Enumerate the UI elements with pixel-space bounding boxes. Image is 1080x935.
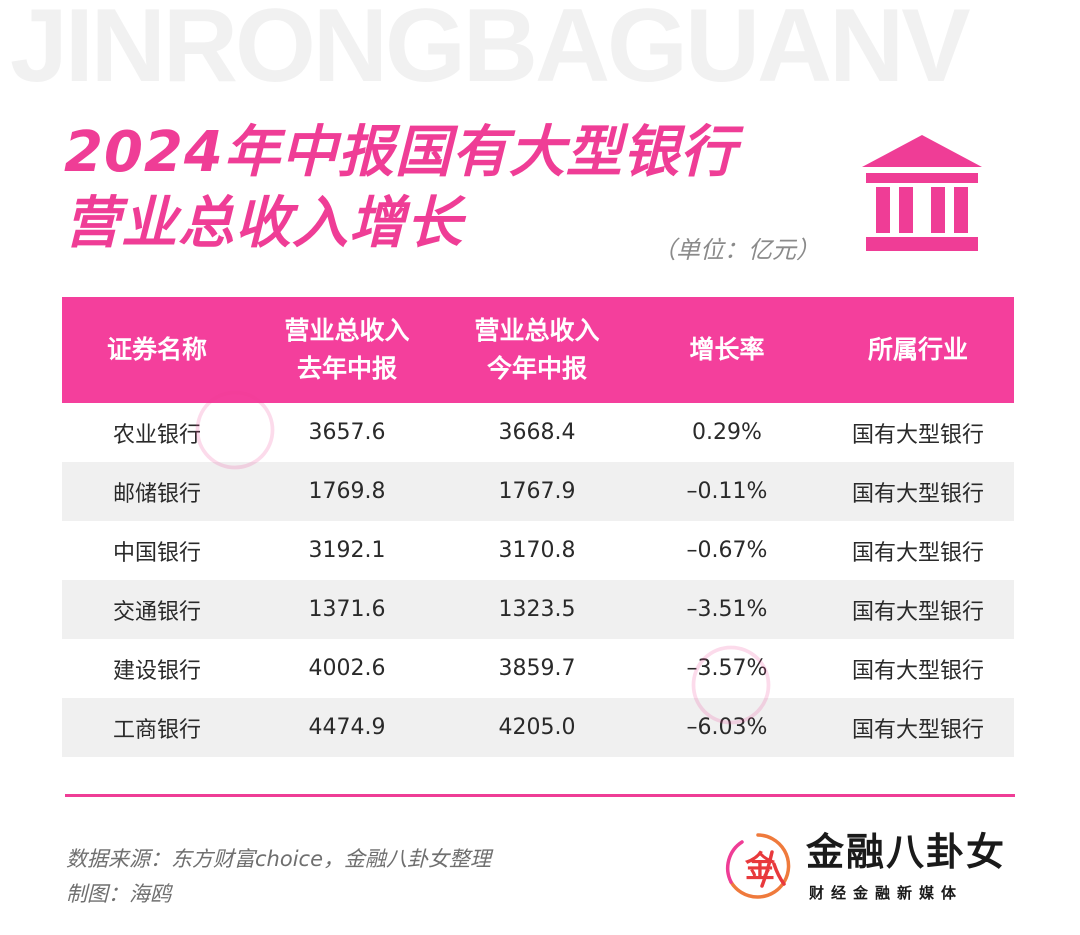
cell-industry: 国有大型银行 — [851, 540, 984, 566]
revenue-table: 证券名称 营业总收入 去年中报 营业总收入 今年中报 增长率 所属行业 农业银行 3… — [62, 297, 1014, 757]
cell-revenue-last: 3657.6 — [308, 420, 386, 445]
table-row: 农业银行 3657.6 3668.4 0.29% 国有大型银行 — [62, 403, 1014, 462]
bank-building-icon — [862, 135, 982, 251]
logo-tagline: 财经金融新媒体 — [809, 884, 964, 902]
cell-revenue-last: 3192.1 — [308, 538, 386, 563]
cell-industry: 国有大型银行 — [851, 599, 984, 625]
logo-brand-name: 金融八卦女 — [806, 830, 1007, 874]
cell-name: 中国银行 — [112, 540, 201, 566]
header-growth-rate: 增长率 — [689, 335, 765, 364]
footer-divider — [65, 794, 1015, 797]
cell-revenue-this: 4205.0 — [498, 715, 576, 740]
cell-industry: 国有大型银行 — [851, 658, 984, 684]
cell-revenue-last: 1371.6 — [308, 597, 386, 622]
cell-growth: –0.11% — [686, 479, 768, 504]
table-header: 证券名称 营业总收入 去年中报 营业总收入 今年中报 增长率 所属行业 — [62, 297, 1014, 403]
page-title-line1: 2024年中报国有大型银行 — [64, 120, 737, 185]
header-revenue-last-year: 营业总收入 去年中报 — [284, 316, 410, 383]
cell-growth: –3.51% — [686, 597, 768, 622]
cell-name: 交通银行 — [112, 599, 201, 625]
data-source-text: 数据来源：东方财富choice，金融八卦女整理 — [66, 847, 492, 871]
table-row: 建设银行 4002.6 3859.7 –3.57% 国有大型银行 — [62, 639, 1014, 698]
cell-revenue-last: 4474.9 — [308, 715, 386, 740]
cell-name: 邮储银行 — [112, 481, 201, 507]
cell-revenue-this: 1323.5 — [498, 597, 576, 622]
table-row: 工商银行 4474.9 4205.0 –6.03% 国有大型银行 — [62, 698, 1014, 757]
chart-maker-text: 制图：海鸥 — [66, 882, 171, 906]
cell-revenue-last: 4002.6 — [308, 656, 386, 681]
cell-revenue-this: 3668.4 — [498, 420, 576, 445]
table-row: 中国银行 3192.1 3170.8 –0.67% 国有大型银行 — [62, 521, 1014, 580]
cell-growth: 0.29% — [692, 420, 762, 445]
cell-industry: 国有大型银行 — [851, 422, 984, 448]
cell-revenue-this: 1767.9 — [498, 479, 576, 504]
header-industry: 所属行业 — [867, 335, 968, 364]
background-watermark-text: JINRONGBAGUANV — [10, 0, 971, 98]
cell-growth: –6.03% — [686, 715, 768, 740]
cell-growth: –0.67% — [686, 538, 768, 563]
cell-name: 建设银行 — [112, 658, 201, 684]
cell-name: 工商银行 — [112, 717, 201, 743]
cell-revenue-this: 3859.7 — [498, 656, 576, 681]
cell-name: 农业银行 — [112, 422, 201, 448]
logo-mark-icon: 金 — [725, 833, 791, 899]
cell-revenue-this: 3170.8 — [498, 538, 576, 563]
cell-industry: 国有大型银行 — [851, 481, 984, 507]
cell-industry: 国有大型银行 — [851, 717, 984, 743]
unit-label: （单位：亿元） — [652, 236, 820, 264]
header-name: 证券名称 — [106, 335, 207, 364]
table-row: 邮储银行 1769.8 1767.9 –0.11% 国有大型银行 — [62, 462, 1014, 521]
brand-logo: 金 金融八卦女 财经金融新媒体 — [722, 830, 1004, 910]
header-revenue-this-year: 营业总收入 今年中报 — [474, 316, 600, 383]
cell-growth: –3.57% — [686, 656, 768, 681]
page-title-line2: 营业总收入增长 — [64, 191, 463, 256]
table-row: 交通银行 1371.6 1323.5 –3.51% 国有大型银行 — [62, 580, 1014, 639]
cell-revenue-last: 1769.8 — [308, 479, 386, 504]
